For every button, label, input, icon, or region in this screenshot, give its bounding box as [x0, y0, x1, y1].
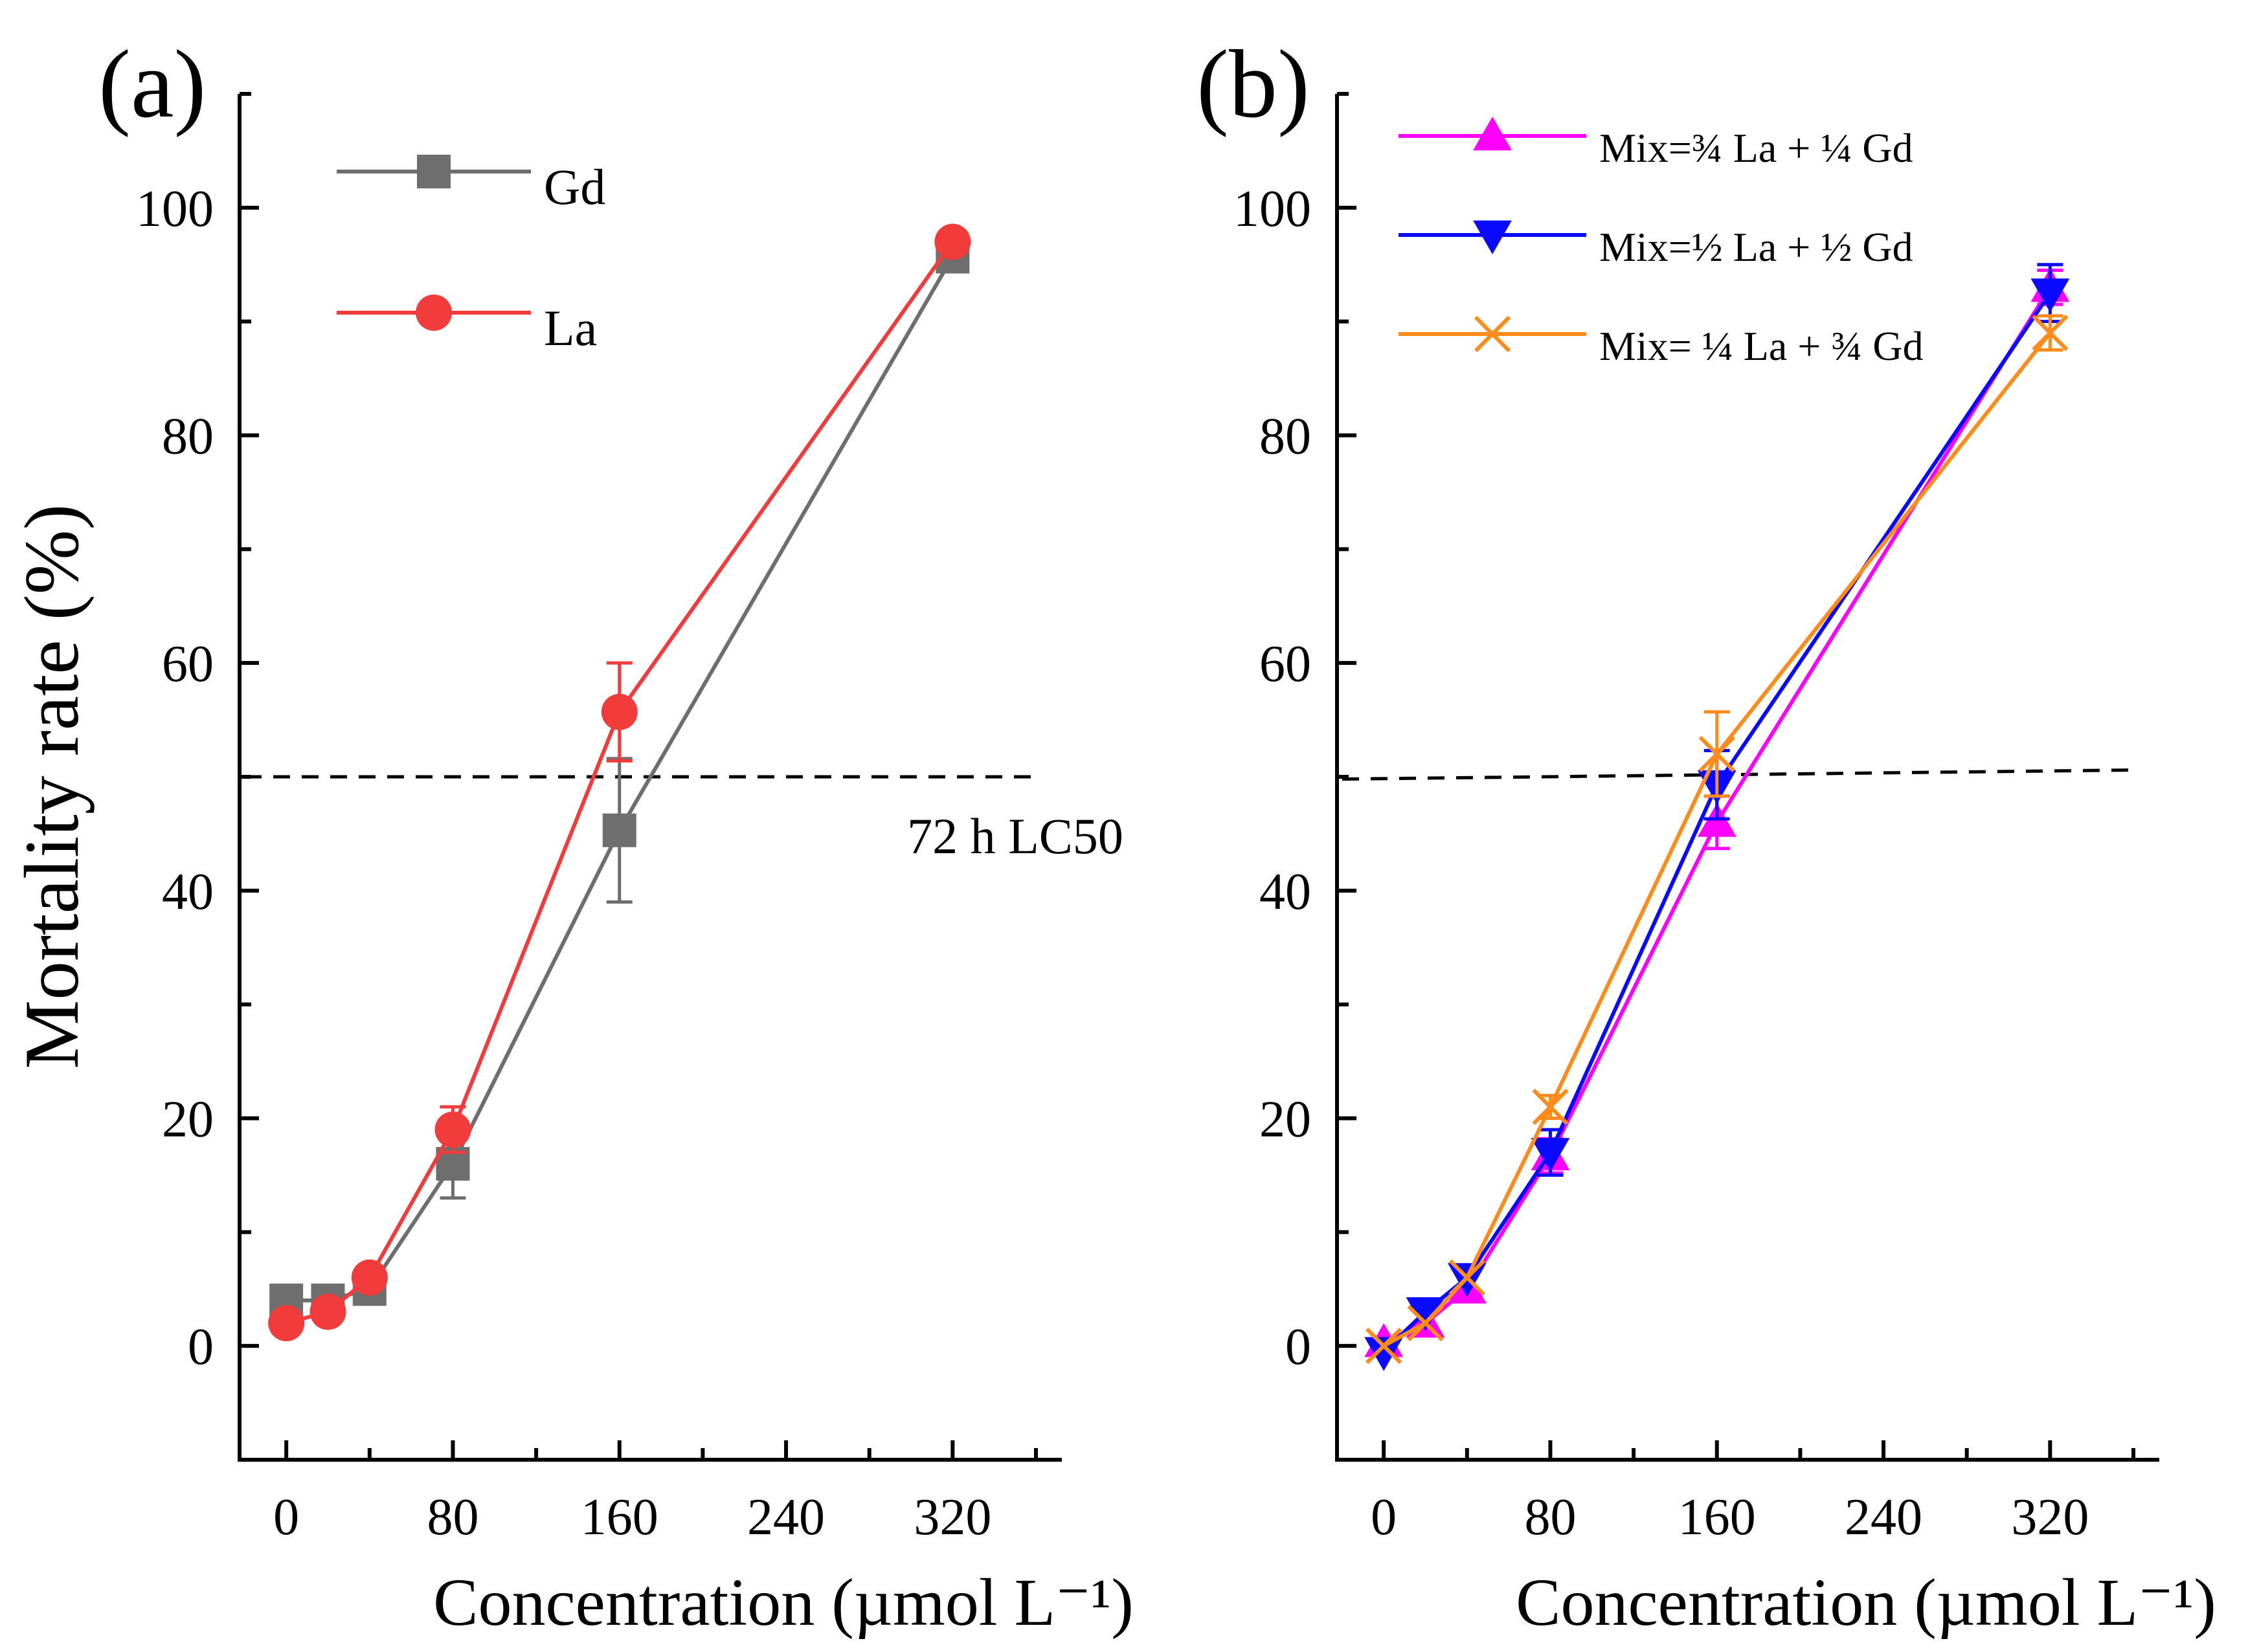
data-point [601, 693, 638, 730]
data-point [602, 813, 636, 847]
panel-a-plot-area [245, 223, 1039, 1341]
x-tick-label: 0 [1371, 1489, 1397, 1546]
legend-label: Mix=½ La + ½ Gd [1599, 224, 1913, 270]
panel-b-legend: Mix=¾ La + ¼ Gd Mix=½ La + ½ Gd Mix= ¼ La … [1399, 117, 1924, 369]
x-marker-stroke [1532, 1088, 1569, 1126]
x-marker-stroke [1407, 1304, 1444, 1342]
series-triangle-down [1364, 263, 2070, 1371]
legend-label: Mix=¾ La + ¼ Gd [1599, 125, 1913, 171]
legend-marker [416, 295, 452, 331]
lc50-reference-line [1342, 768, 2137, 781]
legend-marker [1473, 220, 1512, 254]
panel-a-y-axis-title: Mortality rate (%) [8, 504, 95, 1069]
y-tick-label: 20 [1259, 1091, 1311, 1148]
legend-marker [417, 155, 451, 188]
data-point [1448, 1259, 1485, 1296]
panel-a: (a) Mortality rate (%) Concentration (µm… [8, 30, 1134, 1640]
panel-a-axes: 0 20 40 60 80 100 0 80 160 240 320 [136, 92, 1062, 1546]
legend-marker [1473, 117, 1512, 151]
x-tick-label: 80 [1524, 1489, 1576, 1546]
data-point [2032, 315, 2069, 352]
x-tick-label: 320 [2011, 1489, 2089, 1546]
series-circle [268, 223, 971, 1341]
y-tick-label: 40 [162, 864, 214, 921]
y-tick-label: 100 [136, 181, 214, 238]
series-square [269, 240, 970, 1317]
series-line [1382, 331, 2052, 1348]
x-marker-stroke [1698, 735, 1735, 772]
data-point [1698, 735, 1735, 772]
data-point [1531, 1137, 1570, 1172]
y-tick-label: 80 [1259, 408, 1311, 465]
x-marker-stroke [2032, 315, 2069, 352]
panel-b-plot-area [1342, 263, 2137, 1371]
data-point [351, 1259, 388, 1296]
x-tick-label: 0 [273, 1489, 299, 1546]
x-tick-label: 80 [427, 1489, 478, 1546]
legend-label: Gd [544, 159, 605, 215]
legend-marker [1474, 315, 1511, 353]
x-tick-label: 320 [914, 1489, 991, 1546]
legend-label: Mix= ¼ La + ¾ Gd [1599, 323, 1924, 369]
x-tick-label: 240 [1845, 1489, 1922, 1546]
panel-a-label: (a) [98, 30, 206, 138]
y-tick-label: 20 [162, 1091, 214, 1148]
legend-label: La [544, 300, 597, 356]
x-tick-label: 160 [1678, 1489, 1756, 1546]
data-point [268, 1305, 305, 1341]
x-marker-stroke [1366, 1328, 1402, 1365]
y-tick-label: 0 [188, 1319, 214, 1376]
data-point [2030, 278, 2070, 313]
y-tick-label: 100 [1233, 181, 1311, 238]
y-tick-label: 40 [1259, 864, 1311, 921]
panel-b: (b) Concentration (µmol L⁻¹) 0 20 40 60 80 10… [1197, 30, 2216, 1640]
panel-a-legend: Gd La [337, 155, 605, 356]
panel-a-x-axis-title: Concentration (µmol L⁻¹) [433, 1565, 1134, 1640]
data-point [934, 223, 971, 260]
data-point [1406, 1297, 1445, 1332]
y-tick-label: 60 [1259, 636, 1311, 693]
lc50-annotation: 72 h LC50 [907, 808, 1123, 864]
x-tick-label: 240 [747, 1489, 825, 1546]
x-marker-stroke [1448, 1259, 1485, 1296]
y-tick-label: 0 [1285, 1319, 1311, 1376]
data-point [309, 1293, 346, 1330]
panel-b-x-axis-title: Concentration (µmol L⁻¹) [1516, 1565, 2216, 1640]
data-point [434, 1111, 471, 1148]
y-tick-label: 80 [162, 408, 214, 465]
data-point [1407, 1304, 1444, 1342]
panel-b-axes: 0 20 40 60 80 100 0 80 160 240 320 [1233, 92, 2159, 1546]
series-x [1366, 314, 2069, 1365]
data-point [1532, 1088, 1569, 1126]
x-tick-label: 160 [581, 1489, 658, 1546]
y-tick-label: 60 [162, 636, 214, 693]
data-point [1366, 1328, 1402, 1365]
panel-b-label: (b) [1197, 30, 1310, 138]
data-point [1364, 1337, 1404, 1371]
x-marker-stroke [1474, 315, 1511, 353]
